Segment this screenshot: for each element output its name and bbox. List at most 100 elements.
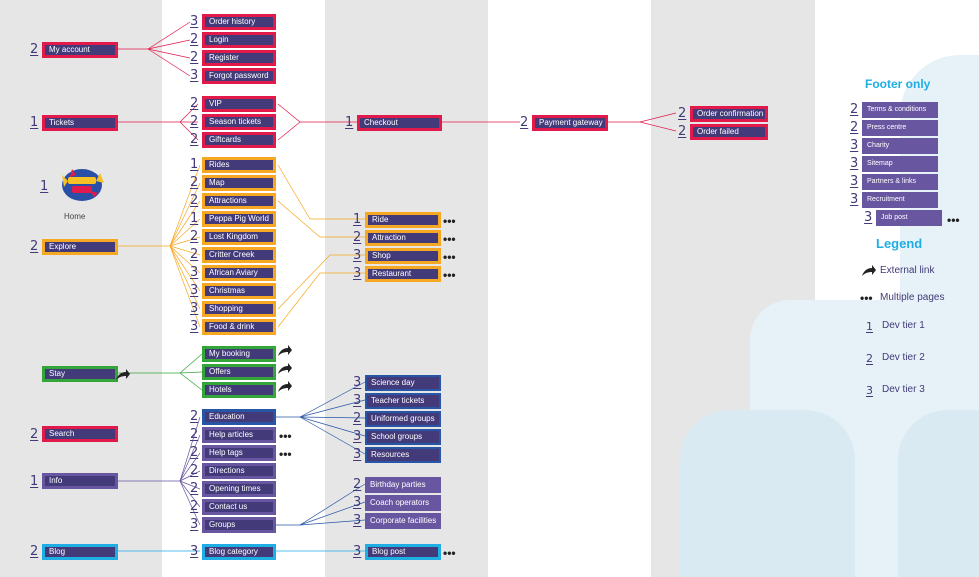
tier-number: 3 (190, 319, 199, 334)
node-colB-22[interactable]: Help tags (202, 445, 276, 461)
node-colB-6[interactable]: Giftcards (202, 132, 276, 148)
legend-tier-number: 1 (866, 320, 873, 333)
tier-number: 2 (190, 32, 199, 47)
node-colB-2[interactable]: Register (202, 50, 276, 66)
node-colB-19[interactable]: Hotels (202, 382, 276, 398)
node-colC-6[interactable]: Teacher tickets (365, 393, 441, 409)
node-colB-0[interactable]: Order history (202, 14, 276, 30)
node-payment-gateway[interactable]: Payment gateway (532, 115, 608, 131)
node-colC-4[interactable]: Restaurant (365, 266, 441, 282)
multiple-pages-icon: ••• (860, 291, 873, 305)
node-colB-12[interactable]: Critter Creek (202, 247, 276, 263)
node-colC-2[interactable]: Attraction (365, 230, 441, 246)
node-colB-14[interactable]: Christmas (202, 283, 276, 299)
node-colB-18[interactable]: Offers (202, 364, 276, 380)
tier-number: 1 (345, 115, 354, 130)
tier-number: 2 (30, 427, 39, 442)
legend-dev-tier-1: Dev tier 1 (882, 320, 925, 331)
node-colB-20[interactable]: Education (202, 409, 276, 425)
node-colB-10[interactable]: Peppa Pig World (202, 211, 276, 227)
tier-number: 3 (190, 14, 199, 29)
footer-item-3[interactable]: Sitemap (862, 156, 938, 172)
legend-external-link: External link (880, 265, 935, 276)
tier-number: 3 (353, 513, 362, 528)
tier-number: 2 (353, 230, 362, 245)
footer-title: Footer only (865, 77, 931, 91)
node-colB-13[interactable]: African Aviary (202, 265, 276, 281)
tier-number: 3 (353, 393, 362, 408)
node-stay[interactable]: Stay (42, 366, 118, 382)
node-colB-1[interactable]: Login (202, 32, 276, 48)
node-tickets[interactable]: Tickets (42, 115, 118, 131)
node-colB-17[interactable]: My booking (202, 346, 276, 362)
footer-item-6[interactable]: Job post (876, 210, 942, 226)
node-blog[interactable]: Blog (42, 544, 118, 560)
tier-number: 3 (190, 517, 199, 532)
multiple-pages-icon: ••• (279, 429, 292, 443)
node-colB-5[interactable]: Season tickets (202, 114, 276, 130)
footer-item-2[interactable]: Charity (862, 138, 938, 154)
footer-item-5[interactable]: Recruitment (862, 192, 938, 208)
node-colB-7[interactable]: Rides (202, 157, 276, 173)
node-colB-21[interactable]: Help articles (202, 427, 276, 443)
node-colB-11[interactable]: Lost Kingdom (202, 229, 276, 245)
external-link-icon (862, 265, 876, 276)
tier-number: 3 (353, 447, 362, 462)
home-tier: 1 (40, 179, 49, 194)
node-my-account[interactable]: My account (42, 42, 118, 58)
external-link-icon (278, 363, 292, 374)
home-label: Home (64, 212, 86, 221)
footer-item-1[interactable]: Press centre (862, 120, 938, 136)
node-colC-0[interactable]: Checkout (357, 115, 442, 131)
footer-item-0[interactable]: Terms & conditions (862, 102, 938, 118)
tier-number: 2 (520, 115, 529, 130)
node-colC-5[interactable]: Science day (365, 375, 441, 391)
node-info[interactable]: Info (42, 473, 118, 489)
multiple-pages-icon: ••• (443, 214, 456, 228)
node-colC-7[interactable]: Uniformed groups (365, 411, 441, 427)
tier-number: 2 (190, 427, 199, 442)
node-colC-12[interactable]: Corporate facilities (365, 513, 441, 529)
node-explore[interactable]: Explore (42, 239, 118, 255)
node-colC-10[interactable]: Birthday parties (365, 477, 441, 493)
node-colB-3[interactable]: Forgot password (202, 68, 276, 84)
node-colB-16[interactable]: Food & drink (202, 319, 276, 335)
decor-shape (898, 410, 979, 577)
node-colE-1[interactable]: Order failed (690, 124, 768, 140)
node-colB-4[interactable]: VIP (202, 96, 276, 112)
node-colC-9[interactable]: Resources (365, 447, 441, 463)
node-colC-3[interactable]: Shop (365, 248, 441, 264)
tier-number: 2 (30, 42, 39, 57)
tier-number: 2 (190, 50, 199, 65)
node-colB-26[interactable]: Groups (202, 517, 276, 533)
node-colB-25[interactable]: Contact us (202, 499, 276, 515)
tier-number: 3 (353, 495, 362, 510)
multiple-pages-icon: ••• (443, 250, 456, 264)
node-colC-13[interactable]: Blog post (365, 544, 441, 560)
node-colE-0[interactable]: Order confirmation (690, 106, 768, 122)
node-colB-27[interactable]: Blog category (202, 544, 276, 560)
node-colB-23[interactable]: Directions (202, 463, 276, 479)
tier-number: 3 (190, 283, 199, 298)
tier-number: 2 (190, 229, 199, 244)
node-colB-9[interactable]: Attractions (202, 193, 276, 209)
tier-number: 2 (190, 463, 199, 478)
tier-number: 2 (678, 124, 687, 139)
node-colB-8[interactable]: Map (202, 175, 276, 191)
tier-number: 2 (190, 445, 199, 460)
node-colC-1[interactable]: Ride (365, 212, 441, 228)
node-colB-15[interactable]: Shopping (202, 301, 276, 317)
tier-number: 3 (850, 156, 859, 171)
node-colC-8[interactable]: School groups (365, 429, 441, 445)
footer-item-4[interactable]: Partners & links (862, 174, 938, 190)
tier-number: 3 (353, 544, 362, 559)
node-colC-11[interactable]: Coach operators (365, 495, 441, 511)
tier-number: 1 (190, 157, 199, 172)
multiple-pages-icon: ••• (947, 213, 960, 227)
node-colB-24[interactable]: Opening times (202, 481, 276, 497)
node-search[interactable]: Search (42, 426, 118, 442)
tier-number: 2 (190, 96, 199, 111)
multiple-pages-icon: ••• (443, 232, 456, 246)
tier-number: 2 (850, 120, 859, 135)
